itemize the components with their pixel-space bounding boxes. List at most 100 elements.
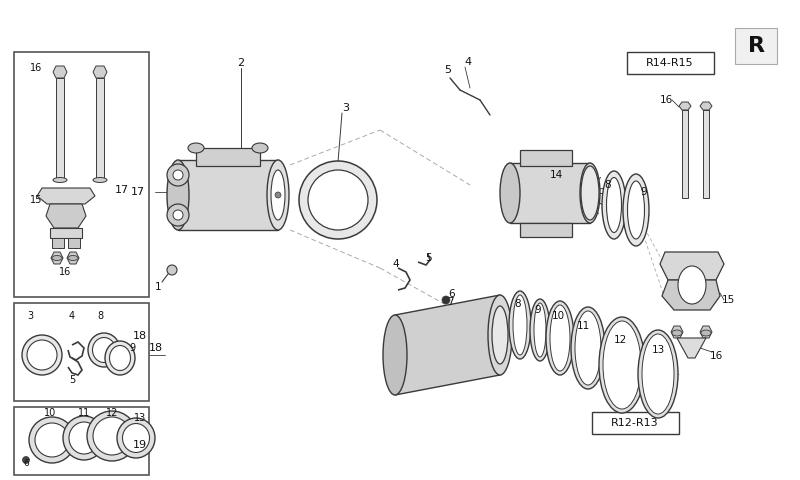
Text: 13: 13 bbox=[134, 413, 146, 423]
Ellipse shape bbox=[623, 174, 649, 246]
Text: 12: 12 bbox=[106, 408, 118, 418]
Polygon shape bbox=[37, 188, 95, 204]
Polygon shape bbox=[660, 252, 724, 280]
Bar bbox=[14, 303, 149, 401]
Text: R14-R15: R14-R15 bbox=[646, 58, 694, 68]
Bar bbox=[178, 160, 278, 230]
Text: 19: 19 bbox=[133, 440, 147, 450]
Circle shape bbox=[22, 456, 30, 464]
Ellipse shape bbox=[672, 330, 682, 336]
Polygon shape bbox=[46, 204, 86, 228]
Ellipse shape bbox=[167, 164, 189, 186]
Ellipse shape bbox=[63, 416, 105, 460]
Text: 7: 7 bbox=[446, 297, 454, 307]
Text: 11: 11 bbox=[78, 408, 90, 418]
Text: 9: 9 bbox=[534, 305, 542, 315]
Bar bbox=[735, 28, 777, 64]
Bar bbox=[682, 110, 688, 198]
Text: 2: 2 bbox=[238, 58, 245, 68]
Ellipse shape bbox=[701, 330, 711, 336]
Bar bbox=[68, 238, 80, 248]
Ellipse shape bbox=[606, 178, 622, 232]
Ellipse shape bbox=[167, 160, 189, 230]
Text: 15: 15 bbox=[30, 195, 42, 205]
Text: 3: 3 bbox=[27, 311, 33, 321]
Ellipse shape bbox=[173, 170, 183, 180]
Ellipse shape bbox=[571, 307, 605, 389]
Text: 5: 5 bbox=[69, 375, 75, 385]
Text: 8: 8 bbox=[605, 180, 611, 190]
Polygon shape bbox=[677, 338, 706, 358]
Ellipse shape bbox=[488, 295, 512, 375]
Ellipse shape bbox=[87, 411, 137, 461]
Ellipse shape bbox=[167, 204, 189, 226]
Bar bbox=[14, 52, 149, 297]
Bar bbox=[520, 150, 572, 166]
Ellipse shape bbox=[271, 170, 285, 220]
Text: 18: 18 bbox=[149, 343, 163, 353]
Text: 15: 15 bbox=[722, 295, 734, 305]
Ellipse shape bbox=[530, 299, 550, 361]
Ellipse shape bbox=[122, 423, 150, 453]
Ellipse shape bbox=[52, 255, 62, 261]
Text: 18: 18 bbox=[133, 331, 147, 341]
Ellipse shape bbox=[599, 317, 645, 413]
Polygon shape bbox=[662, 280, 720, 310]
Text: 4: 4 bbox=[69, 311, 75, 321]
Ellipse shape bbox=[105, 341, 135, 375]
Bar bbox=[96, 78, 104, 178]
Bar bbox=[14, 407, 149, 475]
Polygon shape bbox=[700, 326, 712, 338]
Bar bbox=[56, 78, 64, 178]
Text: 14: 14 bbox=[550, 170, 562, 180]
Text: 5: 5 bbox=[445, 65, 451, 75]
Text: 8: 8 bbox=[514, 299, 522, 309]
Ellipse shape bbox=[575, 311, 601, 385]
Ellipse shape bbox=[308, 170, 368, 230]
Text: 4: 4 bbox=[393, 259, 399, 269]
Text: 16: 16 bbox=[710, 351, 722, 361]
Ellipse shape bbox=[110, 346, 130, 371]
Text: 1: 1 bbox=[154, 282, 162, 292]
Bar bbox=[592, 412, 679, 434]
Ellipse shape bbox=[93, 337, 115, 362]
Polygon shape bbox=[67, 252, 79, 264]
Bar bbox=[50, 228, 82, 238]
Text: 5: 5 bbox=[425, 253, 431, 263]
Polygon shape bbox=[395, 295, 500, 395]
Polygon shape bbox=[700, 102, 712, 110]
Text: R12-R13: R12-R13 bbox=[611, 418, 659, 428]
Ellipse shape bbox=[29, 417, 75, 463]
Ellipse shape bbox=[534, 303, 546, 357]
Circle shape bbox=[167, 265, 177, 275]
Ellipse shape bbox=[581, 166, 599, 220]
Ellipse shape bbox=[173, 210, 183, 220]
Ellipse shape bbox=[299, 161, 377, 239]
Bar bbox=[196, 148, 260, 166]
Ellipse shape bbox=[500, 163, 520, 223]
Ellipse shape bbox=[22, 335, 62, 375]
Ellipse shape bbox=[550, 305, 570, 371]
Text: 3: 3 bbox=[342, 103, 350, 113]
Text: 10: 10 bbox=[44, 408, 56, 418]
Ellipse shape bbox=[492, 306, 508, 364]
Ellipse shape bbox=[68, 255, 78, 261]
Ellipse shape bbox=[603, 321, 641, 409]
Text: 4: 4 bbox=[465, 57, 471, 67]
Polygon shape bbox=[93, 66, 107, 78]
Polygon shape bbox=[51, 252, 63, 264]
Ellipse shape bbox=[627, 181, 645, 239]
Ellipse shape bbox=[188, 143, 204, 153]
Text: 12: 12 bbox=[614, 335, 626, 345]
Bar bbox=[52, 238, 64, 248]
Ellipse shape bbox=[252, 143, 268, 153]
Text: R: R bbox=[747, 36, 765, 56]
Text: 16: 16 bbox=[59, 267, 71, 277]
Polygon shape bbox=[679, 102, 691, 110]
Polygon shape bbox=[671, 326, 683, 338]
Text: 17: 17 bbox=[115, 185, 129, 195]
Text: 16: 16 bbox=[30, 63, 42, 73]
Ellipse shape bbox=[267, 160, 289, 230]
Ellipse shape bbox=[509, 291, 531, 359]
Text: 16: 16 bbox=[659, 95, 673, 105]
